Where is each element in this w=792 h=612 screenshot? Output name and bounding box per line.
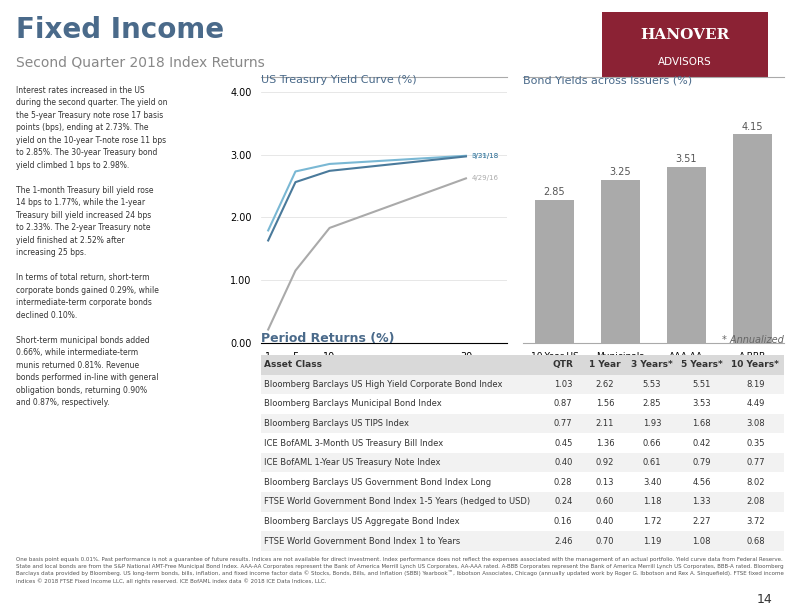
Text: 4.15: 4.15 (741, 122, 763, 132)
Text: US Treasury Yield Curve (%): US Treasury Yield Curve (%) (261, 75, 417, 86)
Text: One basis point equals 0.01%. Past performance is not a guarantee of future resu: One basis point equals 0.01%. Past perfo… (16, 557, 784, 584)
Text: 0.66: 0.66 (643, 439, 661, 447)
Text: Bloomberg Barclays Municipal Bond Index: Bloomberg Barclays Municipal Bond Index (264, 400, 442, 408)
FancyBboxPatch shape (261, 472, 784, 492)
Text: QTR: QTR (553, 360, 573, 369)
Text: Asset Class: Asset Class (264, 360, 322, 369)
Text: 0.24: 0.24 (554, 498, 573, 506)
Text: 1.33: 1.33 (692, 498, 711, 506)
Text: 14: 14 (756, 593, 772, 606)
Text: 3.72: 3.72 (746, 517, 764, 526)
Text: 3 Years*: 3 Years* (631, 360, 673, 369)
Text: 5.51: 5.51 (692, 380, 711, 389)
Text: 8.02: 8.02 (746, 478, 764, 487)
Text: 0.79: 0.79 (692, 458, 711, 467)
Text: 0.16: 0.16 (554, 517, 573, 526)
FancyBboxPatch shape (261, 355, 784, 375)
Text: 2.85: 2.85 (643, 400, 661, 408)
Text: 0.42: 0.42 (692, 439, 711, 447)
Text: 6/29/18: 6/29/18 (471, 153, 498, 159)
Text: 3.53: 3.53 (692, 400, 711, 408)
Text: 4.49: 4.49 (746, 400, 764, 408)
Text: 1 Year: 1 Year (589, 360, 621, 369)
Bar (667, 166, 706, 343)
Text: 0.87: 0.87 (554, 400, 573, 408)
Text: ADVISORS: ADVISORS (658, 58, 712, 67)
Text: 0.45: 0.45 (554, 439, 573, 447)
Text: 2.62: 2.62 (596, 380, 615, 389)
Text: FTSE World Government Bond Index 1 to Years: FTSE World Government Bond Index 1 to Ye… (264, 537, 460, 545)
Text: 10 Years*: 10 Years* (731, 360, 779, 369)
Bar (535, 200, 574, 343)
FancyBboxPatch shape (261, 375, 784, 394)
Text: 4/29/16: 4/29/16 (471, 176, 498, 181)
Text: ICE BofAML 3-Month US Treasury Bill Index: ICE BofAML 3-Month US Treasury Bill Inde… (264, 439, 444, 447)
Text: 2.46: 2.46 (554, 537, 573, 545)
Text: Bond Yields across Issuers (%): Bond Yields across Issuers (%) (523, 75, 692, 86)
Text: 0.40: 0.40 (596, 517, 615, 526)
FancyBboxPatch shape (261, 531, 784, 551)
Text: 3.25: 3.25 (610, 167, 631, 177)
Text: 0.40: 0.40 (554, 458, 573, 467)
Text: 1.36: 1.36 (596, 439, 615, 447)
FancyBboxPatch shape (261, 492, 784, 512)
Text: 1.08: 1.08 (692, 537, 711, 545)
Text: 0.77: 0.77 (554, 419, 573, 428)
Text: FTSE World Government Bond Index 1-5 Years (hedged to USD): FTSE World Government Bond Index 1-5 Yea… (264, 498, 530, 506)
Text: 0.35: 0.35 (746, 439, 764, 447)
Text: 1.72: 1.72 (643, 517, 661, 526)
Text: Bloomberg Barclays US TIPS Index: Bloomberg Barclays US TIPS Index (264, 419, 409, 428)
Text: 1.18: 1.18 (643, 498, 661, 506)
Text: * Annualized: * Annualized (722, 335, 784, 345)
Text: 1.56: 1.56 (596, 400, 615, 408)
FancyBboxPatch shape (261, 433, 784, 453)
Text: 5.53: 5.53 (643, 380, 661, 389)
Text: 4.56: 4.56 (692, 478, 711, 487)
Bar (600, 180, 640, 343)
Text: 0.68: 0.68 (746, 537, 764, 545)
Text: 0.77: 0.77 (746, 458, 764, 467)
Text: 1.93: 1.93 (643, 419, 661, 428)
Text: 1.68: 1.68 (692, 419, 711, 428)
Text: 0.28: 0.28 (554, 478, 573, 487)
Text: 2.11: 2.11 (596, 419, 615, 428)
FancyBboxPatch shape (261, 394, 784, 414)
Text: Bloomberg Barclays US Aggregate Bond Index: Bloomberg Barclays US Aggregate Bond Ind… (264, 517, 459, 526)
Text: 3.08: 3.08 (746, 419, 764, 428)
FancyBboxPatch shape (261, 512, 784, 531)
Text: Second Quarter 2018 Index Returns: Second Quarter 2018 Index Returns (16, 55, 265, 69)
Text: HANOVER: HANOVER (641, 28, 729, 42)
Bar (733, 135, 772, 343)
Text: Interest rates increased in the US
during the second quarter. The yield on
the 5: Interest rates increased in the US durin… (16, 86, 167, 407)
Text: 1.19: 1.19 (643, 537, 661, 545)
FancyBboxPatch shape (261, 414, 784, 433)
Text: Fixed Income: Fixed Income (16, 17, 224, 44)
Text: ICE BofAML 1-Year US Treasury Note Index: ICE BofAML 1-Year US Treasury Note Index (264, 458, 440, 467)
Text: 2.27: 2.27 (692, 517, 711, 526)
Text: 0.60: 0.60 (596, 498, 615, 506)
FancyBboxPatch shape (261, 453, 784, 472)
Text: 3.40: 3.40 (643, 478, 661, 487)
Text: 0.92: 0.92 (596, 458, 615, 467)
FancyBboxPatch shape (602, 12, 768, 76)
Text: 5 Years*: 5 Years* (681, 360, 722, 369)
Text: 2.08: 2.08 (746, 498, 764, 506)
Text: Period Returns (%): Period Returns (%) (261, 332, 395, 345)
Text: 0.61: 0.61 (643, 458, 661, 467)
Text: Bloomberg Barclays US High Yield Corporate Bond Index: Bloomberg Barclays US High Yield Corpora… (264, 380, 502, 389)
Text: 3.51: 3.51 (676, 154, 697, 164)
Text: 8.19: 8.19 (746, 380, 764, 389)
Text: 1.03: 1.03 (554, 380, 573, 389)
Text: 3/31/18: 3/31/18 (471, 154, 499, 159)
Text: 2.85: 2.85 (543, 187, 565, 197)
Text: 0.70: 0.70 (596, 537, 615, 545)
Text: 0.13: 0.13 (596, 478, 615, 487)
Text: Bloomberg Barclays US Government Bond Index Long: Bloomberg Barclays US Government Bond In… (264, 478, 491, 487)
